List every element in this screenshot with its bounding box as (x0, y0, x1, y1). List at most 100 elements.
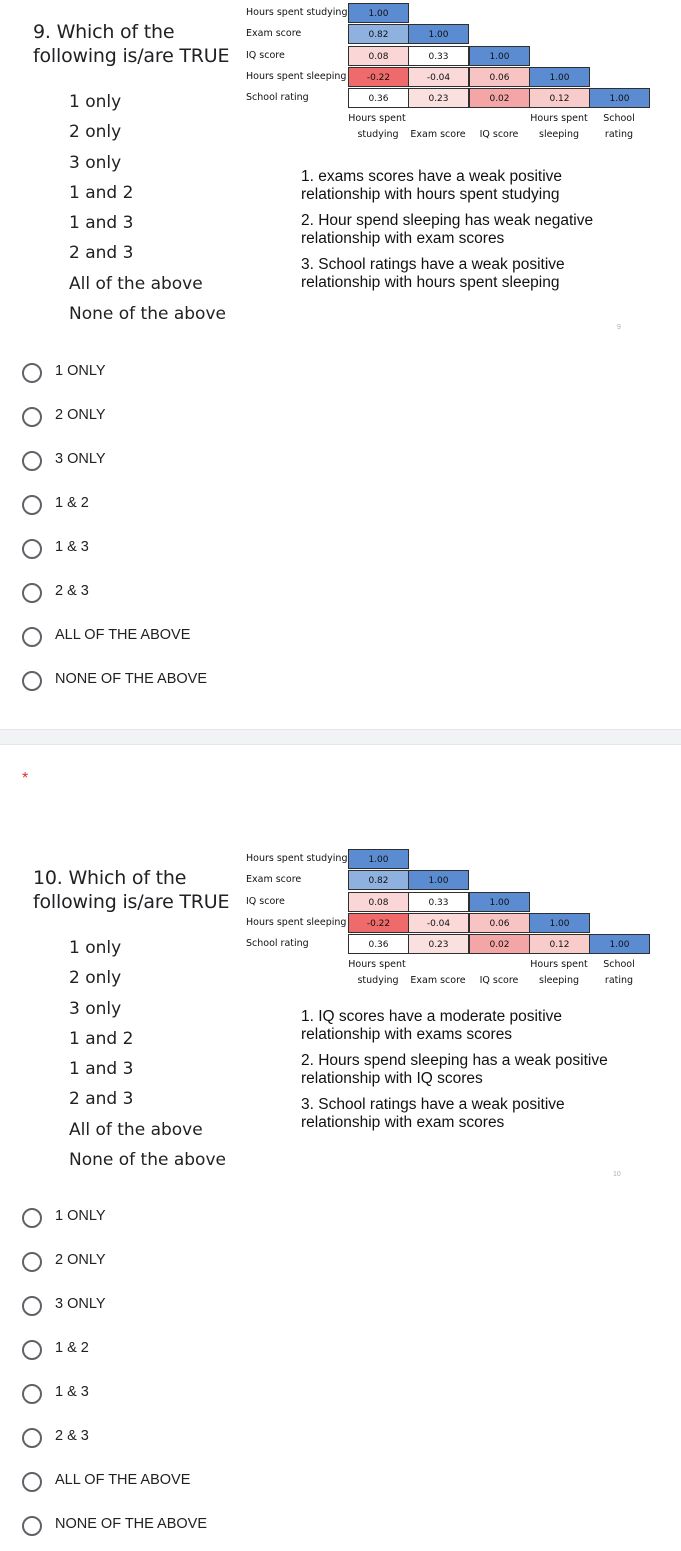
radio-button[interactable] (22, 539, 42, 559)
matrix-cell: 1.00 (589, 88, 650, 109)
option-label: 1 & 2 (55, 1340, 89, 1356)
answer-option[interactable]: 1 & 3 (0, 1372, 681, 1416)
matrix-row-label: IQ score (246, 895, 285, 907)
radio-button[interactable] (22, 1340, 42, 1360)
matrix-row-label: Hours spent studying (246, 853, 348, 864)
option-label: NONE OF THE ABOVE (55, 1516, 208, 1532)
matrix-cell: 0.82 (348, 870, 409, 891)
radio-button[interactable] (22, 671, 42, 691)
matrix-cell: 0.36 (348, 934, 409, 955)
matrix-cell: -0.22 (348, 912, 409, 933)
answer-key-list: 1 only 2 only 3 only 1 and 2 1 and 3 2 a… (69, 87, 226, 329)
answer-option[interactable]: ALL OF THE ABOVE (0, 1460, 681, 1504)
answer-option[interactable]: 1 & 2 (0, 483, 681, 527)
radio-button[interactable] (22, 1472, 42, 1492)
answer-option[interactable]: 2 & 3 (0, 1416, 681, 1460)
option-label: 1 & 3 (55, 1384, 89, 1400)
question-10-image: 10. Which of the following is/are TRUE 1… (0, 845, 681, 1185)
answer-key-item: 1 and 3 (69, 1059, 134, 1080)
answer-key-item: All of the above (69, 1119, 203, 1140)
question-title-line-1: 9. Which of the (33, 21, 175, 43)
answer-option[interactable]: ALL OF THE ABOVE (0, 615, 681, 659)
statement-item: 2. Hours spend sleeping has a weak posit… (301, 1052, 608, 1087)
matrix-column-label: School (603, 958, 635, 970)
radio-button[interactable] (22, 495, 42, 515)
matrix-column-label: rating (604, 974, 634, 986)
radio-button[interactable] (22, 583, 42, 603)
answer-option[interactable]: 1 ONLY (0, 351, 681, 395)
matrix-cell: 0.12 (529, 934, 590, 955)
answer-option[interactable]: 3 ONLY (0, 1284, 681, 1328)
matrix-cell: 0.82 (348, 24, 409, 45)
answer-option[interactable]: 1 ONLY (0, 1196, 681, 1240)
question-title-line-2: following is/are TRUE (33, 891, 230, 913)
answer-key-item: 2 and 3 (69, 1089, 134, 1110)
radio-button[interactable] (22, 1208, 42, 1228)
statement-item: 1. IQ scores have a moderate positive re… (301, 1008, 563, 1043)
matrix-cell: 1.00 (348, 3, 409, 23)
answer-key-item: 1 only (69, 92, 122, 112)
matrix-column-label: rating (604, 128, 634, 140)
matrix-row-label: School rating (246, 938, 309, 950)
radio-button[interactable] (22, 407, 42, 427)
answer-option[interactable]: 2 ONLY (0, 395, 681, 439)
option-label: 2 & 3 (55, 1428, 89, 1444)
matrix-column-label: IQ score (479, 128, 519, 140)
matrix-cell: 1.00 (408, 24, 469, 45)
option-label: NONE OF THE ABOVE (55, 671, 208, 687)
matrix-column-label: Hours spent (530, 112, 588, 124)
answer-option[interactable]: NONE OF THE ABOVE (0, 1504, 681, 1548)
answer-option[interactable]: 2 ONLY (0, 1240, 681, 1284)
matrix-cell: -0.22 (348, 66, 409, 87)
matrix-cell: 1.00 (589, 934, 650, 955)
radio-button[interactable] (22, 451, 42, 471)
radio-button[interactable] (22, 363, 42, 383)
answer-option[interactable]: NONE OF THE ABOVE (0, 659, 681, 703)
answer-key-list: 1 only 2 only 3 only 1 and 2 1 and 3 2 a… (69, 933, 226, 1175)
radio-button[interactable] (22, 627, 42, 647)
radio-button[interactable] (22, 1296, 42, 1316)
radio-button[interactable] (22, 1252, 42, 1272)
matrix-column-label: Hours spent (348, 958, 406, 970)
option-label: 1 & 2 (55, 495, 89, 511)
radio-button[interactable] (22, 1516, 42, 1536)
matrix-cell: 0.02 (469, 88, 530, 109)
matrix-cell: -0.04 (408, 66, 469, 87)
matrix-column-label: Hours spent (530, 958, 588, 970)
matrix-cell: 1.00 (469, 45, 530, 66)
matrix-cell: 0.08 (348, 45, 409, 66)
page-number: 10 (613, 1171, 621, 1178)
answer-key-item: None of the above (69, 304, 226, 325)
radio-button[interactable] (22, 1428, 42, 1448)
section-divider (0, 729, 681, 745)
answer-option[interactable]: 1 & 3 (0, 527, 681, 571)
answer-key-item: None of the above (69, 1150, 226, 1171)
answer-key-item: 1 and 3 (69, 213, 134, 234)
option-label: 2 ONLY (55, 407, 106, 423)
option-label: 1 & 3 (55, 539, 89, 555)
answer-key-item: 1 and 2 (69, 182, 134, 203)
answer-option[interactable]: 1 & 2 (0, 1328, 681, 1372)
matrix-cell: 0.06 (469, 912, 530, 933)
answer-key-item: 2 only (69, 122, 122, 143)
radio-button[interactable] (22, 1384, 42, 1404)
matrix-cell: 0.36 (348, 88, 409, 109)
option-label: 1 ONLY (55, 1208, 106, 1224)
matrix-row-label: Hours spent sleeping (246, 70, 347, 82)
answer-key-item: 1 only (69, 938, 122, 958)
answer-option[interactable]: 3 ONLY (0, 439, 681, 483)
statement-list: 1. IQ scores have a moderate positive re… (301, 1008, 641, 1140)
question-title: 9. Which of the following is/are TRUE (33, 20, 230, 68)
matrix-column-label: studying (357, 128, 399, 140)
matrix-row-label: Hours spent studying (246, 7, 348, 18)
matrix-row-label: Exam score (246, 28, 302, 40)
statement-item: 1. exams scores have a weak positive rel… (301, 168, 563, 203)
option-label: ALL OF THE ABOVE (55, 1472, 191, 1488)
option-label: 3 ONLY (55, 451, 106, 467)
answer-option[interactable]: 2 & 3 (0, 571, 681, 615)
answer-choices: 1 ONLY 2 ONLY 3 ONLY 1 & 2 1 & 3 2 & 3 A… (0, 351, 681, 703)
matrix-cell: 0.23 (408, 934, 469, 955)
question-9: 9. Which of the following is/are TRUE 1 … (0, 0, 681, 729)
question-title-line-1: 10. Which of the (33, 867, 187, 889)
answer-key-item: 2 and 3 (69, 243, 134, 264)
